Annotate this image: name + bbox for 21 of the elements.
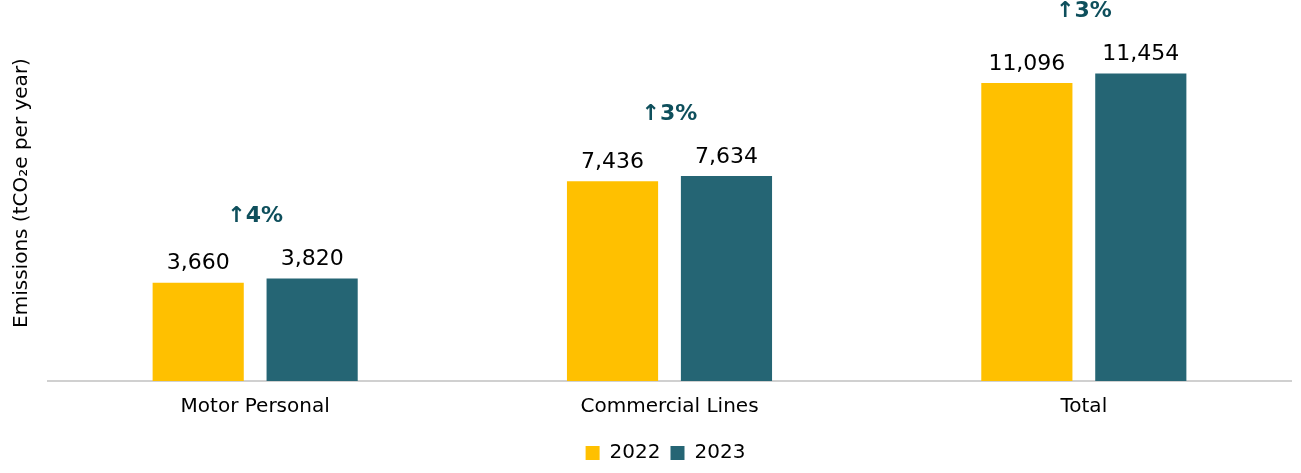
legend-label: 2023 bbox=[694, 439, 746, 464]
annotation: ↑4% bbox=[227, 202, 284, 228]
bar bbox=[981, 82, 1073, 381]
data-label: 11,096 bbox=[988, 49, 1066, 75]
y-axis-title: Emissions (tCO₂e per year) bbox=[8, 58, 33, 328]
text: ↑3% bbox=[1055, 0, 1112, 23]
legend-label: 2022 bbox=[609, 439, 661, 464]
bar bbox=[152, 282, 244, 381]
data-label: 3,660 bbox=[166, 249, 230, 275]
data-label: 3,820 bbox=[280, 245, 344, 271]
x-tick-label: Total bbox=[1059, 393, 1108, 418]
bar bbox=[266, 278, 358, 381]
data-label: 7,436 bbox=[581, 148, 645, 174]
x-tick-label: Commercial Lines bbox=[580, 393, 759, 418]
annotation: ↑3% bbox=[641, 99, 698, 125]
data-label: 7,634 bbox=[694, 142, 758, 168]
bar bbox=[680, 175, 773, 381]
data-label: 11,454 bbox=[1102, 40, 1180, 66]
x-tick-label: Motor Personal bbox=[180, 393, 330, 418]
bar bbox=[1095, 73, 1187, 381]
bar bbox=[566, 181, 659, 381]
